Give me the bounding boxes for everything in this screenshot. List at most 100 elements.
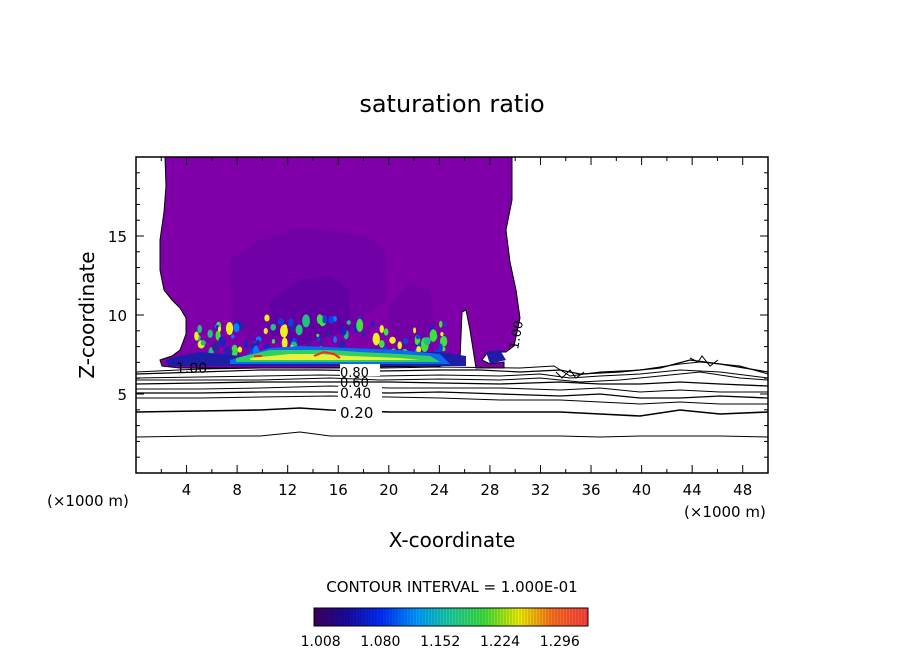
plot-area: 1.00 0.80 0.60 0.40 0.20 1.00 — [136, 157, 768, 438]
x-axis: 4 8 12 16 20 24 28 32 36 40 44 48 — [160, 157, 752, 499]
speckle — [302, 314, 310, 328]
speckle — [403, 337, 409, 345]
speckle — [218, 336, 226, 346]
speckle — [397, 341, 402, 350]
x-tick-label: 32 — [531, 481, 550, 499]
colorbar-tick-label: 1.152 — [420, 634, 460, 650]
x-tick-label: 24 — [430, 481, 449, 499]
speckle — [370, 321, 375, 328]
x-tick-label: 40 — [632, 481, 651, 499]
contour-line — [136, 391, 768, 399]
speckle — [429, 329, 438, 342]
speckle — [225, 322, 234, 336]
speckle — [316, 314, 323, 325]
speckle — [230, 334, 235, 339]
right-pocket — [486, 350, 506, 364]
x-tick-label: 36 — [581, 481, 600, 499]
y-tick-label: 15 — [108, 228, 127, 246]
speckle — [416, 346, 422, 354]
contour-line — [136, 395, 768, 405]
x-unit-label-left: (×1000 m) — [47, 492, 129, 510]
contour-lines — [136, 355, 768, 438]
interior-shading-3 — [388, 282, 436, 355]
contour-label-bottom: 0.20 — [340, 404, 373, 422]
x-unit-label-right: (×1000 m) — [684, 503, 766, 521]
speckle — [271, 339, 276, 344]
y-tick-label: 5 — [117, 386, 127, 404]
speckle — [270, 323, 277, 331]
speckle — [200, 340, 206, 346]
contour-line — [136, 431, 768, 438]
contour-line — [136, 381, 768, 387]
speckle — [326, 331, 330, 338]
label-bg — [340, 364, 380, 376]
y-tick-label: 10 — [108, 307, 127, 325]
speckle — [263, 328, 268, 335]
x-tick-label: 16 — [329, 481, 348, 499]
colorbar-stripes — [315, 609, 587, 625]
x-tick-label: 8 — [232, 481, 242, 499]
colorbar-tick-label: 1.008 — [301, 634, 341, 650]
contour-line — [136, 369, 768, 379]
speckle — [439, 320, 443, 328]
speckle — [316, 336, 321, 342]
speckle — [226, 347, 233, 356]
speckle — [264, 314, 270, 322]
contour-interval-text: CONTOUR INTERVAL = 1.000E-01 — [326, 578, 577, 596]
x-tick-label: 4 — [182, 481, 192, 499]
speckle — [378, 340, 385, 348]
label-bg — [336, 406, 382, 419]
speckle — [346, 320, 351, 325]
speckle — [212, 341, 220, 352]
colorbar-tick-label: 1.224 — [480, 634, 520, 650]
speckle — [328, 316, 334, 324]
speckle — [389, 336, 396, 344]
speckle — [207, 329, 213, 338]
x-axis-label: X-coordinate — [389, 528, 516, 552]
speckle — [356, 318, 364, 332]
speckle — [415, 334, 421, 340]
left-pocket — [166, 358, 186, 366]
speckle — [439, 335, 448, 347]
contour-line — [136, 385, 768, 393]
colorbar-ticks: 1.008 1.080 1.152 1.224 1.296 — [301, 634, 580, 650]
speckle — [333, 336, 337, 343]
speckle — [319, 339, 324, 345]
speckle — [444, 322, 448, 327]
speckle — [256, 339, 260, 346]
speckle — [231, 344, 238, 357]
speckle — [383, 328, 389, 336]
interior-shading-2 — [270, 276, 350, 345]
speckle — [379, 324, 384, 334]
speckle — [340, 326, 347, 336]
speckle — [440, 331, 444, 337]
speckle — [288, 320, 293, 327]
contour-label-top-right: 1.00 — [507, 320, 527, 351]
colorbar-tick-label: 1.080 — [360, 634, 400, 650]
speckle — [277, 318, 285, 326]
chart-title: saturation ratio — [359, 90, 544, 118]
contour-label-mid-upper: 0.80 — [340, 366, 369, 381]
contour-label-top-left: 1.00 — [176, 361, 207, 377]
speckle — [362, 331, 366, 338]
base-band-red — [254, 350, 341, 359]
speckle — [429, 324, 435, 331]
contour-label-mid-lower: 0.60 — [340, 376, 369, 391]
x-tick-label: 12 — [278, 481, 297, 499]
speckle — [281, 337, 288, 349]
x-tick-label: 48 — [733, 481, 752, 499]
label-bg — [338, 386, 382, 398]
speckle — [217, 326, 222, 332]
speckle — [438, 343, 443, 352]
speckle — [194, 331, 199, 341]
speckle — [243, 339, 249, 349]
speckle — [237, 346, 243, 353]
base-band-yellow — [250, 354, 420, 360]
speckle — [233, 323, 240, 333]
speckle — [197, 324, 202, 334]
y-axis-label: Z-coordinate — [75, 251, 99, 378]
colorbar — [313, 607, 589, 627]
speckle — [322, 315, 328, 324]
contour-line — [555, 355, 719, 379]
